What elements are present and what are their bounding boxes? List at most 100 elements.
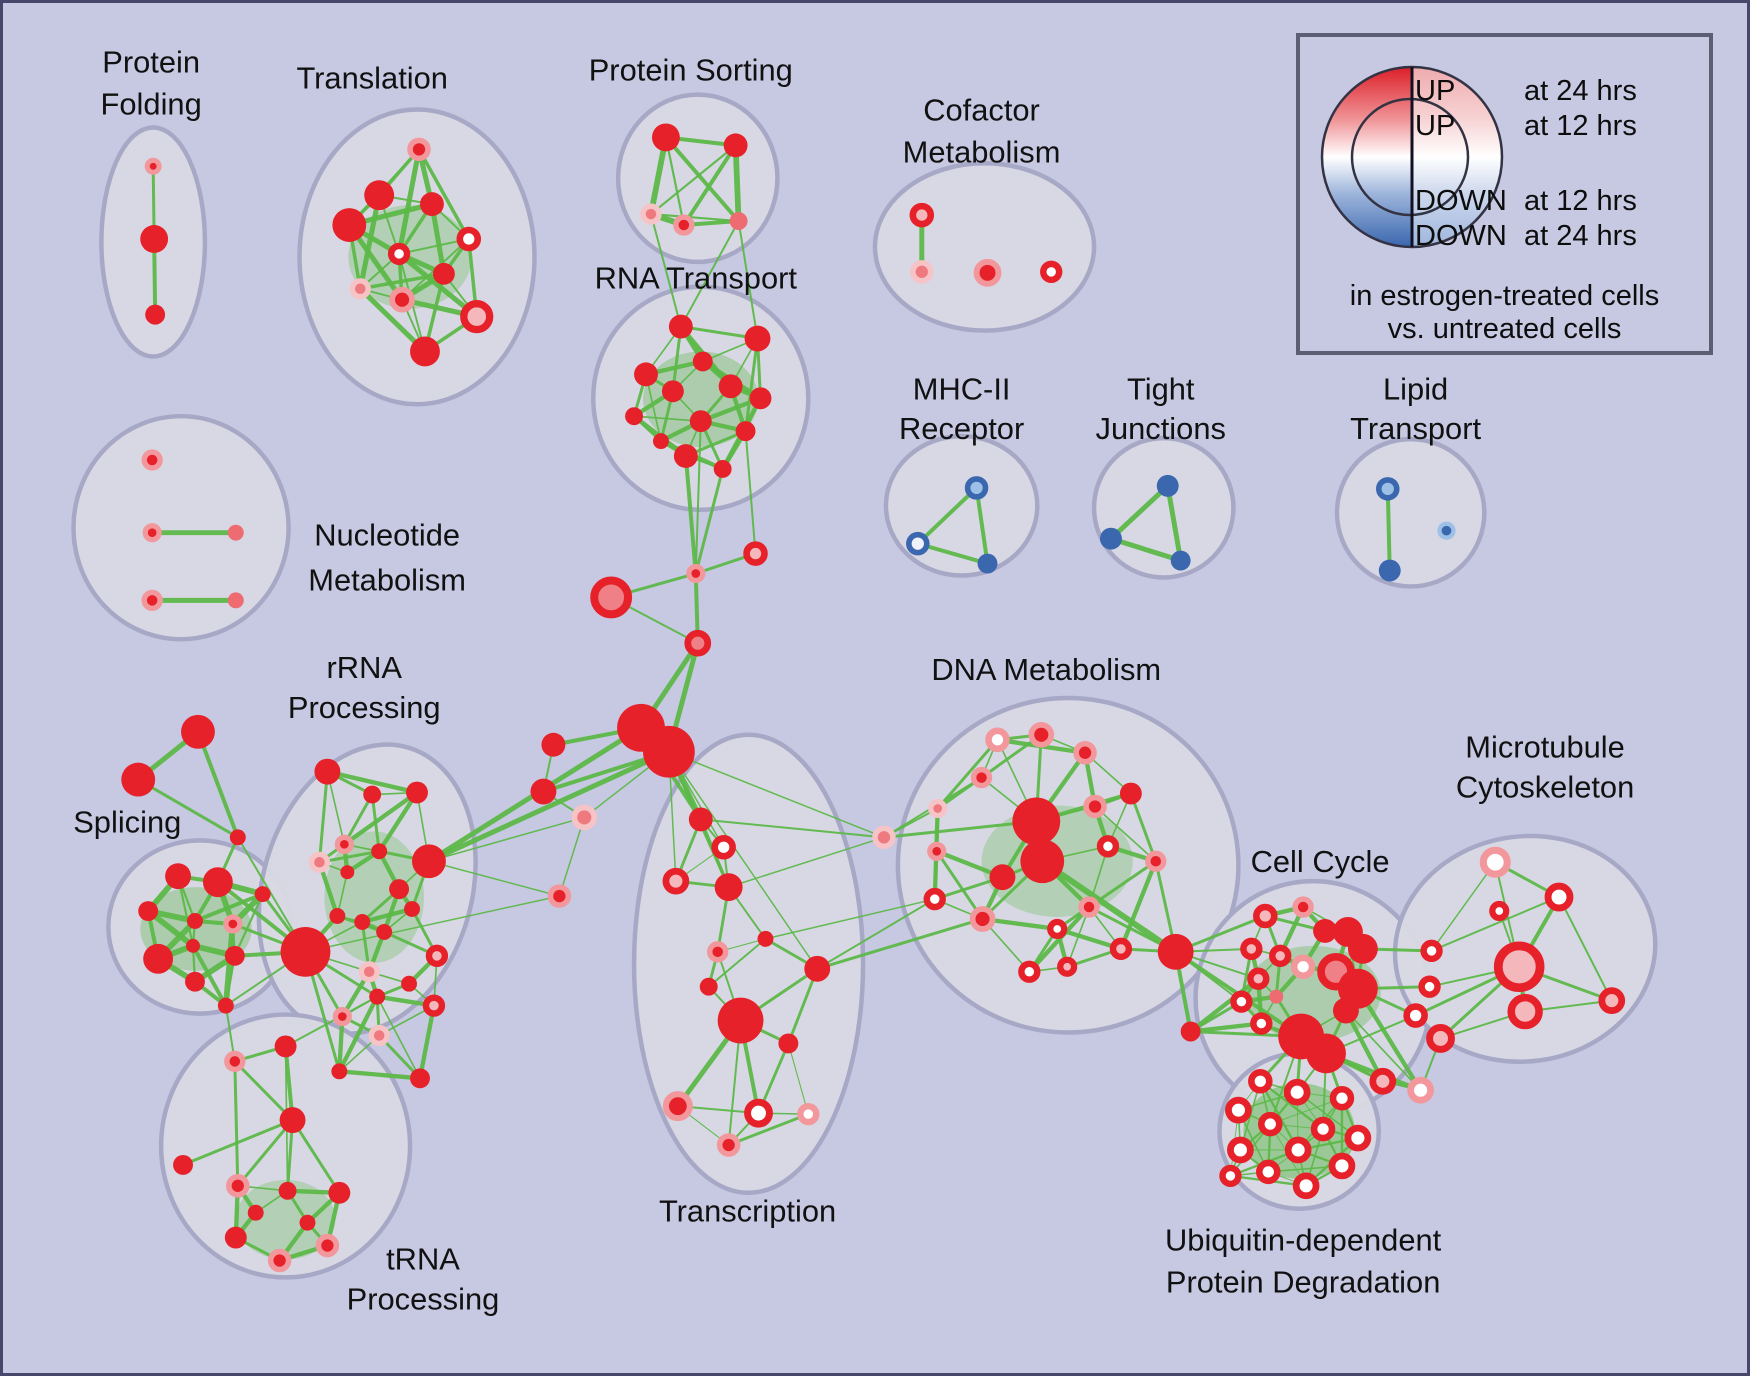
node-rr9[interactable]: [404, 901, 420, 917]
node-rr0[interactable]: [314, 758, 341, 785]
node-sp8[interactable]: [224, 945, 245, 966]
node-rt9[interactable]: [735, 421, 756, 442]
node-cf3[interactable]: [1040, 260, 1063, 283]
node-mt1[interactable]: [1544, 882, 1574, 912]
node-ub8[interactable]: [1284, 1136, 1312, 1164]
node-t10[interactable]: [410, 336, 440, 367]
node-x3[interactable]: [590, 576, 633, 619]
node-tc13[interactable]: [778, 1033, 799, 1054]
node-cc6[interactable]: [1290, 954, 1316, 980]
node-rr16[interactable]: [401, 975, 418, 992]
node-rt6[interactable]: [749, 387, 772, 410]
node-lt0[interactable]: [1375, 477, 1400, 501]
node-mt2[interactable]: [1489, 900, 1510, 922]
node-rr7[interactable]: [412, 844, 446, 879]
node-ub4[interactable]: [1258, 1111, 1283, 1137]
node-cc13[interactable]: [1347, 933, 1378, 964]
node-x14[interactable]: [173, 1154, 193, 1175]
node-dn18[interactable]: [1012, 797, 1061, 846]
node-ub11[interactable]: [1292, 1172, 1320, 1200]
node-cc16[interactable]: [1332, 997, 1359, 1024]
node-dn14[interactable]: [1109, 937, 1133, 961]
node-tn2[interactable]: [226, 1174, 250, 1198]
node-ub10[interactable]: [1256, 1159, 1281, 1185]
node-rt8[interactable]: [689, 410, 712, 433]
node-pf1[interactable]: [140, 225, 169, 253]
node-x1[interactable]: [121, 762, 156, 797]
node-dn1[interactable]: [1028, 721, 1055, 748]
node-t0[interactable]: [407, 137, 431, 162]
node-tc0[interactable]: [688, 807, 713, 832]
node-x11[interactable]: [571, 804, 598, 831]
node-dn10[interactable]: [923, 887, 946, 911]
node-cc19[interactable]: [1369, 1067, 1397, 1095]
node-rt11[interactable]: [713, 459, 732, 478]
node-tn4[interactable]: [328, 1181, 351, 1204]
node-mt6[interactable]: [1420, 939, 1443, 963]
node-rr3[interactable]: [334, 834, 354, 854]
node-nm2[interactable]: [227, 524, 244, 541]
node-mt0[interactable]: [1479, 846, 1511, 878]
node-rr1[interactable]: [363, 785, 382, 804]
node-rr17[interactable]: [422, 994, 446, 1017]
node-dn3[interactable]: [970, 766, 993, 789]
node-dn6[interactable]: [1083, 794, 1107, 819]
node-rt7[interactable]: [625, 407, 644, 426]
node-tc1[interactable]: [711, 835, 736, 860]
node-lt2[interactable]: [1437, 521, 1456, 540]
node-sp5[interactable]: [143, 943, 174, 974]
node-cc1[interactable]: [1180, 1021, 1201, 1042]
node-cc4[interactable]: [1240, 937, 1263, 961]
node-sp4[interactable]: [223, 914, 243, 934]
node-t1[interactable]: [364, 180, 395, 211]
node-sp9[interactable]: [185, 971, 205, 992]
node-ub3[interactable]: [1225, 1096, 1252, 1124]
node-tc9[interactable]: [662, 1091, 693, 1122]
node-x9[interactable]: [541, 732, 566, 757]
node-pf0[interactable]: [144, 157, 162, 175]
node-cf1[interactable]: [910, 260, 934, 284]
node-rr22[interactable]: [280, 926, 331, 977]
node-tn7[interactable]: [267, 1248, 292, 1273]
node-x8[interactable]: [643, 725, 695, 778]
node-rr13[interactable]: [425, 944, 449, 967]
node-rr10[interactable]: [329, 908, 346, 924]
node-dn17[interactable]: [1057, 956, 1078, 977]
node-t3[interactable]: [332, 208, 367, 242]
node-dn4[interactable]: [928, 798, 948, 819]
node-ub9[interactable]: [1328, 1152, 1356, 1180]
node-tc7[interactable]: [804, 955, 831, 982]
node-ub0[interactable]: [1248, 1069, 1273, 1094]
node-rr18[interactable]: [332, 1006, 352, 1027]
node-ub2[interactable]: [1329, 1085, 1355, 1111]
node-cc3[interactable]: [1292, 896, 1314, 918]
node-tn9[interactable]: [299, 1214, 316, 1231]
node-x0[interactable]: [181, 714, 215, 749]
node-ub5[interactable]: [1310, 1116, 1336, 1142]
node-tn8[interactable]: [247, 1204, 264, 1221]
node-sp10[interactable]: [217, 997, 234, 1014]
node-mh0[interactable]: [964, 476, 989, 500]
node-cc11[interactable]: [1313, 918, 1337, 943]
node-t8[interactable]: [389, 286, 415, 313]
node-mt4[interactable]: [1507, 993, 1543, 1030]
node-dn7[interactable]: [1119, 782, 1142, 805]
node-cc18[interactable]: [1306, 1033, 1346, 1074]
node-rr12[interactable]: [376, 923, 393, 940]
node-rt10[interactable]: [673, 444, 698, 468]
node-x12[interactable]: [547, 884, 572, 908]
node-tn10[interactable]: [224, 1050, 246, 1073]
node-dn13[interactable]: [1078, 896, 1100, 918]
node-ps4[interactable]: [729, 212, 748, 231]
node-tn11[interactable]: [274, 1035, 297, 1058]
node-nm3[interactable]: [141, 589, 163, 612]
node-cc9[interactable]: [1230, 990, 1253, 1013]
node-t9[interactable]: [460, 300, 494, 334]
node-tc5[interactable]: [707, 941, 729, 963]
node-rr21[interactable]: [410, 1068, 430, 1089]
node-tn6[interactable]: [315, 1233, 340, 1258]
node-cc2[interactable]: [1253, 903, 1278, 929]
node-tc4[interactable]: [757, 930, 774, 947]
node-sp0[interactable]: [165, 863, 191, 890]
node-x4[interactable]: [686, 563, 706, 584]
